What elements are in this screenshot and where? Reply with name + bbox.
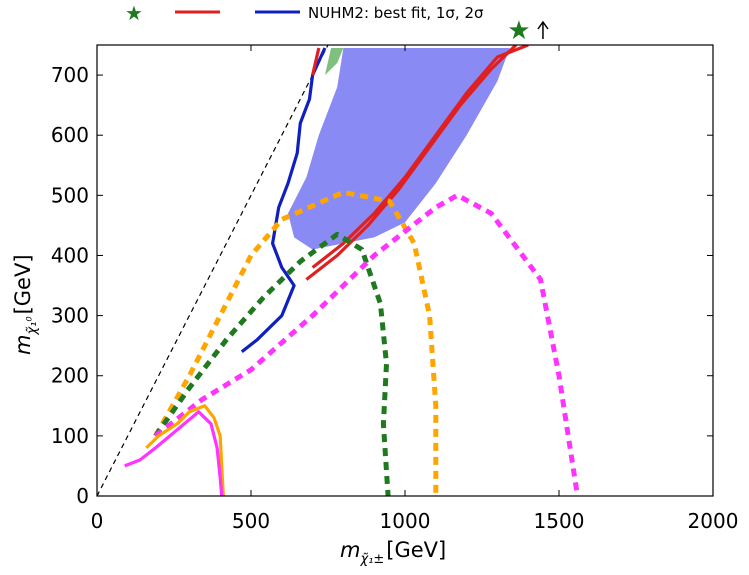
legend-star-icon: ★ bbox=[125, 1, 143, 25]
y-axis-label: mχ̃₁⁰[GeV] bbox=[11, 254, 40, 355]
x-tick-label: 0 bbox=[91, 509, 104, 533]
x-axis: 0 500 1000 1500 2000 bbox=[91, 45, 739, 533]
series-line-1 bbox=[311, 47, 321, 76]
y-tick-label: 300 bbox=[51, 304, 89, 328]
x-tick-label: 500 bbox=[232, 509, 270, 533]
y-tick-label: 700 bbox=[51, 63, 89, 87]
x-tick-label: 1500 bbox=[534, 509, 585, 533]
up-arrow-head bbox=[537, 20, 549, 30]
y-tick-label: 0 bbox=[76, 484, 89, 508]
y-tick-label: 100 bbox=[51, 424, 89, 448]
series-line-0 bbox=[240, 47, 327, 353]
legend-label: NUHM2: best fit, 1σ, 2σ bbox=[308, 4, 484, 22]
x-tick-label: 2000 bbox=[688, 509, 739, 533]
lines-layer bbox=[97, 45, 580, 496]
y-tick-label: 600 bbox=[51, 123, 89, 147]
region-green-fill bbox=[324, 48, 344, 76]
y-tick-label: 200 bbox=[51, 364, 89, 388]
diagonal-line bbox=[97, 45, 329, 496]
best-fit-star-icon: ★ bbox=[507, 16, 530, 46]
regions-layer bbox=[288, 48, 510, 250]
series-line-5 bbox=[153, 231, 391, 496]
series-line-7 bbox=[145, 404, 225, 496]
y-tick-label: 400 bbox=[51, 243, 89, 267]
y-axis: 0 100 200 300 400 500 600 700 bbox=[51, 63, 713, 508]
best-fit-marker-group: ★ bbox=[507, 16, 549, 46]
x-tick-label: 1000 bbox=[380, 509, 431, 533]
legend: ★ NUHM2: best fit, 1σ, 2σ bbox=[125, 1, 484, 25]
series-line-8 bbox=[124, 410, 224, 496]
series-line-3 bbox=[305, 45, 518, 281]
plot-area bbox=[96, 44, 714, 497]
y-tick-label: 500 bbox=[51, 183, 89, 207]
series-line-4 bbox=[153, 189, 439, 496]
x-axis-label: mχ̃₁±[GeV] bbox=[340, 538, 446, 567]
region-1sigma-fill bbox=[288, 48, 510, 250]
